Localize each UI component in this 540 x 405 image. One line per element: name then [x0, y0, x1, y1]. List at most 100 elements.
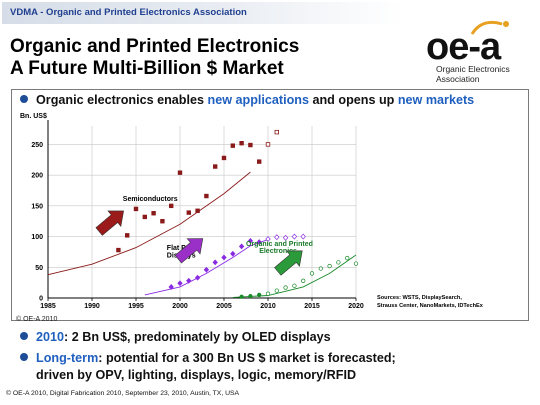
data-point-semiconductors	[221, 155, 227, 161]
bullet-dot-icon	[20, 353, 28, 361]
market-chart: 1985 1990 1995 2000 2005 2010 2015 2020 0 50 100 15…	[20, 113, 364, 310]
data-point-ope	[353, 261, 359, 266]
sources-line-2: Strauss Center, NanoMarkets, IDTechEx	[377, 303, 483, 309]
data-point-fpd	[282, 234, 289, 241]
trend-line-2	[232, 254, 357, 298]
bullet-2: 2010: 2 Bn US$, predominately by OLED di…	[20, 330, 331, 344]
data-point-ope	[274, 288, 279, 293]
org-line: VDMA - Organic and Printed Electronics A…	[10, 7, 247, 18]
data-point-semiconductors	[151, 211, 156, 216]
ope-arrow-icon-shape	[274, 250, 303, 276]
data-point-semiconductors	[230, 143, 235, 148]
y-axis-label: Bn. US$	[20, 113, 47, 120]
data-point-ope	[283, 285, 288, 290]
data-point-fpd	[177, 280, 183, 287]
data-point-semiconductors	[116, 247, 121, 253]
data-point-ope	[309, 271, 315, 276]
x-tick-label: 1995	[128, 303, 144, 310]
chart-copyright: © OE-A 2010	[16, 316, 58, 323]
data-point-fpd	[221, 254, 227, 261]
data-point-semiconductors	[142, 214, 147, 220]
data-point-semiconductors	[125, 233, 130, 238]
data-point-ope	[265, 291, 271, 296]
page-title: Organic and Printed Electronics A Future…	[10, 36, 299, 80]
data-point-semiconductors	[160, 219, 165, 224]
data-point-semiconductors	[212, 164, 218, 169]
data-point-fpd	[212, 259, 218, 266]
x-tick-label: 2005	[216, 303, 232, 310]
bullet-2-text: : 2 Bn US$, predominately by OLED displa…	[64, 330, 331, 344]
data-point-semiconductors	[256, 159, 262, 164]
y-tick-label: 150	[31, 203, 43, 210]
data-point-fpd	[247, 237, 254, 244]
data-point-fpd	[203, 266, 210, 273]
data-point-fpd	[300, 233, 306, 240]
bullet-dot-icon	[20, 332, 28, 340]
data-point-semiconductors	[204, 193, 209, 199]
data-point-ope	[336, 260, 341, 265]
y-tick-label: 250	[31, 142, 43, 149]
y-tick-label: 50	[35, 265, 43, 272]
x-tick-label: 2020	[348, 303, 364, 310]
data-point-fpd	[274, 234, 280, 241]
bullet-3-text: : potential for a 300 Bn US $ market is …	[98, 351, 396, 365]
x-tick-label: 2000	[172, 303, 188, 310]
data-point-semiconductors	[265, 142, 271, 147]
data-point-fpd	[238, 243, 245, 250]
trend-line-0	[47, 171, 251, 276]
annotation-label: Electronics	[259, 248, 297, 255]
data-point-fpd	[168, 284, 174, 290]
data-point-semiconductors	[248, 142, 253, 148]
top-banner: VDMA - Organic and Printed Electronics A…	[2, 2, 538, 24]
y-tick-label: 0	[39, 296, 43, 303]
oe-a-logo: oe-a Organic Electronics Association	[420, 20, 538, 88]
data-point-fpd	[230, 250, 236, 257]
data-point-ope	[239, 294, 244, 299]
ope-arrow-icon	[274, 250, 303, 276]
semiconductor-arrow-icon	[95, 210, 124, 236]
bullet-2-highlight: 2010	[36, 330, 65, 344]
data-point-semiconductors	[186, 210, 191, 215]
trend-line-1	[144, 239, 269, 296]
data-point-ope	[345, 255, 350, 261]
plot-area	[48, 126, 356, 298]
bullet-3-highlight: Long-term	[36, 351, 99, 365]
data-point-ope	[257, 292, 262, 298]
logo-subtitle: Organic Electronics Association	[436, 64, 510, 84]
data-point-semiconductors	[195, 208, 200, 213]
data-point-ope	[327, 263, 332, 269]
bullet-1-highlight-a: new applications	[207, 93, 309, 107]
data-point-ope	[292, 283, 297, 288]
data-point-fpd	[291, 233, 298, 240]
footer: © OE-A 2010, Digital Fabrication 2010, S…	[6, 390, 240, 397]
data-point-fpd	[194, 274, 201, 281]
logo-mark: oe-a	[426, 26, 501, 68]
logo-arc-icon	[470, 20, 509, 35]
y-tick-label: 200	[31, 173, 43, 180]
sources-note: Sources: WSTS, DisplaySearch, Strauss Ce…	[377, 294, 483, 310]
bullet-3-line-1: Long-term: potential for a 300 Bn US $ m…	[20, 350, 396, 367]
bullet-1: Organic electronics enables new applicat…	[20, 93, 474, 107]
x-tick-label: 2015	[304, 303, 320, 310]
y-tick-label: 100	[31, 234, 43, 241]
data-point-semiconductors	[274, 129, 279, 135]
fpd-arrow-icon	[174, 238, 204, 264]
data-point-fpd	[265, 236, 271, 242]
data-point-semiconductors	[168, 203, 174, 209]
title-line-1: Organic and Printed Electronics	[10, 36, 300, 57]
bullet-1-highlight-b: new markets	[397, 93, 475, 107]
data-point-semiconductors	[133, 206, 139, 212]
data-point-ope	[301, 278, 306, 283]
logo-sub-line-2: Association	[436, 74, 480, 84]
sources-line-1: Sources: WSTS, DisplaySearch,	[377, 295, 462, 301]
data-point-ope	[248, 294, 253, 299]
fpd-arrow-icon-shape	[174, 238, 204, 264]
annotation-label: Semiconductors	[123, 196, 178, 203]
logo-sub-line-1: Organic Electronics	[436, 64, 510, 74]
title-line-2: A Future Multi-Billion $ Market	[10, 58, 284, 79]
bullet-dot-icon	[20, 95, 28, 103]
bullet-3-line-2: driven by OPV, lighting, displays, logic…	[36, 368, 357, 382]
bullet-1-text-b: and opens up	[308, 93, 398, 107]
x-tick-label: 1990	[84, 303, 100, 310]
